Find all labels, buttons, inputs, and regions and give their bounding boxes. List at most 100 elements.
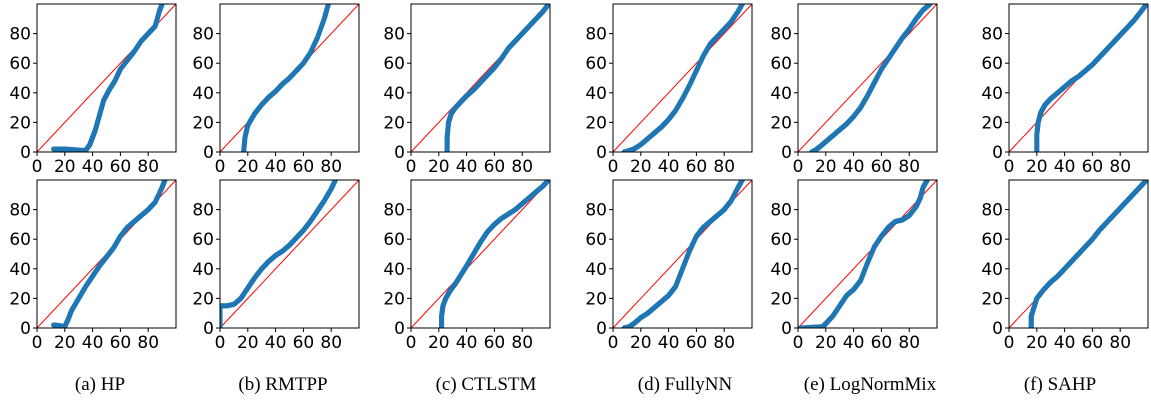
- x-tick-label: 80: [1109, 157, 1131, 177]
- x-tick-label: 0: [793, 333, 804, 353]
- y-tick-label: 0: [992, 143, 1003, 163]
- y-tick-label: 60: [770, 230, 792, 250]
- y-tick-label: 40: [981, 260, 1003, 280]
- x-tick-label: 80: [898, 157, 920, 177]
- y-tick-label: 40: [770, 84, 792, 104]
- y-tick-label: 80: [770, 201, 792, 221]
- x-tick-label: 40: [843, 333, 865, 353]
- y-tick-label: 0: [992, 319, 1003, 339]
- y-tick-label: 0: [20, 143, 31, 163]
- caption-c: (c) CTLSTM: [436, 374, 537, 395]
- data-point: [325, 4, 332, 7]
- captions-group: (a) HP (b) RMTPP (c) CTLSTM (d) FullyNN …: [75, 374, 1096, 395]
- x-tick-label: 0: [215, 157, 226, 177]
- caption-d: (d) FullyNN: [638, 374, 733, 395]
- x-tick-label: 40: [265, 157, 287, 177]
- y-tick-label: 60: [383, 54, 405, 74]
- diagonal-line: [798, 4, 937, 152]
- x-tick-label: 60: [686, 157, 708, 177]
- x-tick-label: 0: [1004, 333, 1015, 353]
- x-tick-label: 20: [815, 157, 837, 177]
- x-tick-label: 0: [1004, 157, 1015, 177]
- x-tick-label: 40: [456, 157, 478, 177]
- plot-area: [613, 4, 752, 152]
- axes-frame: [612, 3, 753, 153]
- y-tick-label: 60: [585, 230, 607, 250]
- x-tick-label: 60: [293, 333, 315, 353]
- x-tick-label: 40: [265, 333, 287, 353]
- data-point: [1144, 180, 1148, 183]
- y-tick-label: 20: [770, 113, 792, 133]
- x-tick-label: 80: [137, 157, 159, 177]
- x-tick-label: 20: [428, 157, 450, 177]
- y-tick-label: 80: [9, 25, 31, 45]
- x-tick-label: 60: [484, 333, 506, 353]
- y-tick-label: 60: [383, 230, 405, 250]
- x-tick-label: 20: [630, 157, 652, 177]
- plot-area: [220, 4, 359, 152]
- x-tick-label: 60: [871, 333, 893, 353]
- y-tick-label: 60: [192, 230, 214, 250]
- caption-a: (a) HP: [75, 374, 125, 395]
- x-tick-label: 80: [713, 157, 735, 177]
- caption-f: (f) SAHP: [1024, 374, 1096, 395]
- y-tick-label: 80: [585, 201, 607, 221]
- y-tick-label: 60: [192, 54, 214, 74]
- x-tick-label: 0: [793, 157, 804, 177]
- y-tick-label: 20: [9, 289, 31, 309]
- y-tick-label: 80: [9, 201, 31, 221]
- axes-frame: [219, 3, 360, 153]
- caption-e: (e) LogNormMix: [804, 374, 937, 395]
- y-tick-label: 20: [192, 289, 214, 309]
- y-tick-label: 20: [9, 113, 31, 133]
- x-tick-label: 80: [137, 333, 159, 353]
- y-tick-label: 40: [981, 84, 1003, 104]
- y-tick-label: 20: [585, 289, 607, 309]
- diagonal-line: [220, 180, 359, 328]
- y-tick-label: 20: [192, 113, 214, 133]
- x-tick-label: 60: [686, 333, 708, 353]
- y-tick-label: 0: [781, 319, 792, 339]
- y-tick-label: 20: [981, 289, 1003, 309]
- y-tick-label: 80: [383, 25, 405, 45]
- x-tick-label: 20: [1026, 157, 1048, 177]
- y-tick-label: 40: [383, 260, 405, 280]
- x-tick-label: 0: [406, 333, 417, 353]
- y-tick-label: 20: [383, 289, 405, 309]
- x-tick-label: 20: [1026, 333, 1048, 353]
- y-tick-label: 80: [192, 201, 214, 221]
- x-tick-label: 80: [511, 157, 533, 177]
- x-tick-label: 60: [1082, 157, 1104, 177]
- data-point: [546, 4, 550, 7]
- y-tick-label: 0: [203, 319, 214, 339]
- x-tick-label: 40: [82, 333, 104, 353]
- x-tick-label: 40: [1054, 157, 1076, 177]
- axes-frame: [612, 179, 753, 329]
- x-tick-label: 80: [320, 333, 342, 353]
- axes-frame: [1008, 3, 1149, 153]
- diagonal-line: [798, 180, 937, 328]
- y-tick-label: 80: [981, 25, 1003, 45]
- caption-b: (b) RMTPP: [238, 374, 327, 395]
- axes-frame: [797, 3, 938, 153]
- y-tick-label: 40: [192, 260, 214, 280]
- plot-area: [798, 4, 937, 152]
- y-tick-label: 0: [394, 319, 405, 339]
- y-tick-label: 40: [383, 84, 405, 104]
- data-point: [927, 4, 933, 7]
- x-tick-label: 60: [110, 157, 132, 177]
- x-tick-label: 60: [293, 157, 315, 177]
- y-tick-label: 40: [770, 260, 792, 280]
- x-tick-label: 20: [237, 157, 259, 177]
- axes-frame: [36, 179, 177, 329]
- x-tick-label: 40: [456, 333, 478, 353]
- x-tick-label: 0: [608, 157, 619, 177]
